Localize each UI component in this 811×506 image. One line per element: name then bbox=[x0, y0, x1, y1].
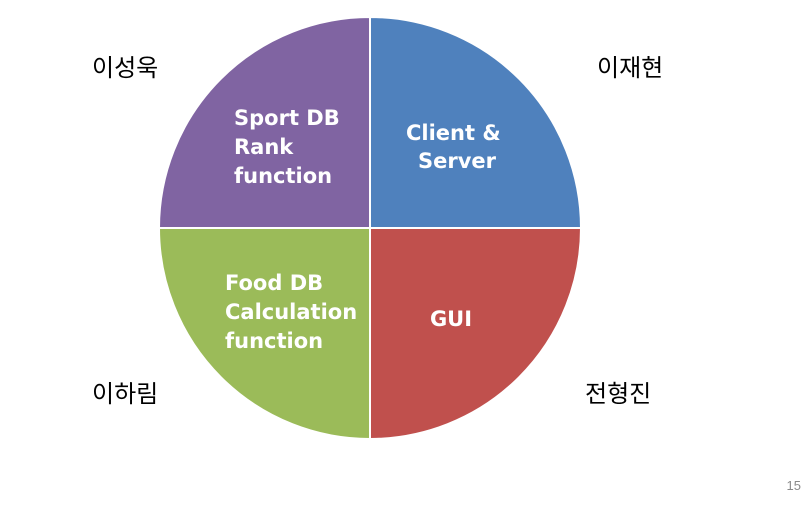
page-number: 15 bbox=[786, 478, 801, 493]
quadrant-label-food-db: Food DB Calculation function bbox=[225, 271, 364, 353]
person-name-top-left: 이성욱 bbox=[92, 54, 159, 82]
label-line: Server bbox=[418, 149, 497, 173]
quadrant-label-gui: GUI bbox=[430, 307, 472, 331]
label-line: Rank bbox=[234, 135, 294, 159]
label-line: function bbox=[225, 329, 323, 353]
quadrant-food-db bbox=[157, 227, 371, 441]
label-line: GUI bbox=[430, 307, 472, 331]
person-name-top-right: 이재현 bbox=[597, 54, 664, 82]
quadrant-gui bbox=[369, 227, 583, 441]
quadrant-label-client-server: Client & Server bbox=[406, 121, 508, 173]
label-line: Food DB bbox=[225, 271, 323, 295]
label-line: Client & bbox=[406, 121, 501, 145]
label-line: Calculation bbox=[225, 300, 357, 324]
quadrant-sport-db bbox=[157, 15, 371, 229]
quadrant-label-sport-db: Sport DB Rank function bbox=[234, 106, 347, 188]
person-name-bottom-left: 이하림 bbox=[92, 380, 159, 408]
person-name-bottom-right: 전형진 bbox=[585, 380, 652, 408]
label-line: Sport DB bbox=[234, 106, 340, 130]
quadrant-client-server bbox=[369, 15, 583, 229]
label-line: function bbox=[234, 164, 332, 188]
